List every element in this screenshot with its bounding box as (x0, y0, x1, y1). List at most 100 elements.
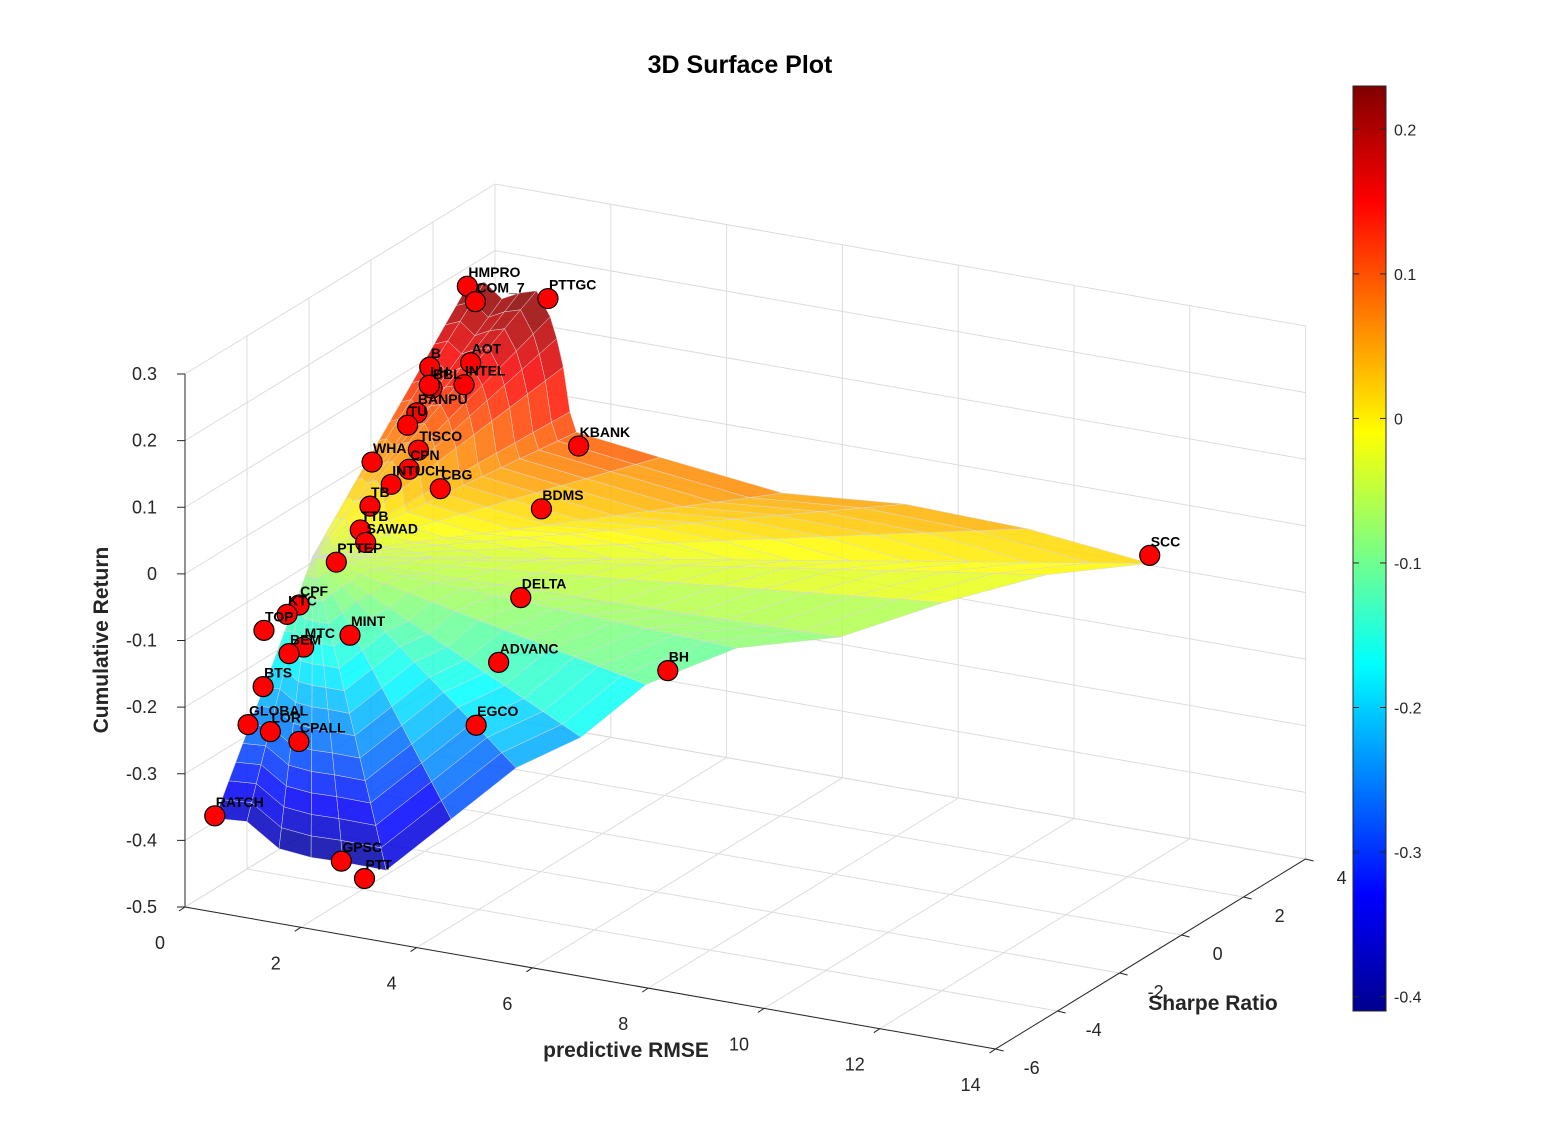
grid-line-z-back (494, 716, 1306, 860)
data-marker (407, 439, 429, 461)
marker-label: MTC (305, 625, 335, 641)
marker-label: LH (430, 363, 449, 379)
marker-label: BDMS (542, 487, 583, 503)
marker-label: TISCO (419, 428, 462, 444)
marker-label: RATCH (216, 794, 264, 810)
y-tick-mark (1243, 896, 1252, 900)
marker-label: PTTGC (549, 277, 596, 293)
data-marker (204, 805, 226, 827)
surface-patch (311, 749, 335, 776)
marker-label: BBL (433, 366, 462, 382)
data-marker (510, 586, 532, 609)
surface-patch (311, 663, 327, 688)
grid-line-y-floor (370, 792, 1182, 936)
colorbar-tick-label: 0 (1394, 411, 1403, 428)
grid-line-z-back (494, 383, 1306, 527)
z-tick-label: 0 (147, 564, 157, 584)
data-marker (330, 850, 352, 872)
marker-label: HMPRO (468, 264, 520, 280)
data-marker (530, 498, 553, 520)
colorbar-tick-label: 0.2 (1394, 122, 1416, 139)
marker-label: B (431, 345, 441, 361)
data-markers (204, 275, 1161, 890)
data-marker (359, 495, 381, 517)
marker-label: SAWAD (367, 520, 418, 536)
y-tick-mark (995, 1048, 1004, 1052)
y-axis-label: Sharpe Ratio (1148, 992, 1278, 1015)
marker-label: LOR (271, 710, 301, 726)
y-tick-mark (1305, 858, 1314, 862)
marker-label: TU (409, 403, 428, 419)
marker-label: SCC (1151, 533, 1181, 549)
y-axis-line (995, 858, 1306, 1050)
data-marker (276, 603, 298, 626)
data-marker (237, 714, 259, 736)
marker-label: TTB (361, 508, 388, 524)
data-marker (259, 721, 281, 743)
marker-label: GPSC (342, 839, 382, 855)
colorbar-gradient (1352, 85, 1387, 1012)
colorbar-tick-label: -0.3 (1394, 845, 1422, 862)
x-tick-label: 4 (387, 974, 397, 994)
x-axis-label: predictive RMSE (543, 1039, 709, 1062)
data-marker (339, 624, 361, 646)
data-marker (361, 451, 383, 473)
colorbar-tick-label: -0.1 (1394, 556, 1422, 573)
y-tick-label: -4 (1086, 1020, 1102, 1040)
grid-line-z-back (494, 183, 1306, 327)
marker-label: BEM (290, 632, 321, 648)
marker-label: PTT (365, 856, 392, 872)
data-marker (488, 651, 510, 673)
surface-patch (311, 792, 340, 819)
data-marker (464, 291, 486, 313)
y-tick-mark (1119, 972, 1128, 976)
colorbar-tick-label: -0.2 (1394, 700, 1422, 717)
marker-label: CPN (410, 447, 440, 463)
y-tick-label: -6 (1024, 1058, 1040, 1078)
marker-label: INTUCH (392, 462, 445, 478)
marker-label: AOT (472, 341, 502, 357)
grid-line-x-floor (647, 797, 959, 989)
surface-patch (305, 556, 313, 576)
marker-label: GLOBAL (249, 703, 309, 719)
data-marker (429, 478, 451, 500)
z-tick-label: -0.2 (126, 697, 157, 717)
x-tick-mark (757, 1007, 765, 1013)
x-tick-label: 0 (155, 933, 165, 953)
marker-label: TOP (265, 608, 294, 624)
marker-label: PTTEP (337, 540, 382, 556)
data-marker (418, 374, 440, 396)
x-tick-label: 14 (961, 1075, 981, 1095)
data-marker (398, 458, 420, 480)
z-tick-label: 0.1 (132, 497, 157, 517)
x-tick-label: 10 (729, 1034, 749, 1054)
marker-label: WHA (373, 440, 406, 456)
data-marker (460, 352, 482, 374)
marker-label: KTC (288, 592, 317, 608)
grid-line-z-back (494, 250, 1306, 394)
x-tick-label: 2 (271, 953, 281, 973)
data-marker (568, 435, 590, 457)
data-marker (252, 676, 274, 698)
data-marker (1139, 544, 1161, 566)
data-marker (657, 660, 679, 682)
colorbar: -0.4 -0.3 -0.2 -0.1 0 0.1 0.2 (1352, 85, 1422, 1012)
x-axis-line (184, 906, 996, 1050)
marker-label: BANPU (418, 391, 468, 407)
colorbar-tick-label: -0.4 (1394, 990, 1422, 1007)
data-marker (453, 374, 475, 396)
grid-line-y-floor (246, 868, 1058, 1012)
x-tick-mark (410, 947, 417, 952)
marker-label: CPF (300, 583, 328, 599)
data-marker (278, 643, 300, 665)
marker-label: ADVANC (500, 640, 559, 656)
marker-label: EGCO (477, 703, 518, 719)
z-tick-label: -0.5 (126, 897, 157, 917)
x-tick-mark (178, 906, 186, 912)
grid-line-x-floor (532, 777, 843, 969)
surface-patch (311, 771, 337, 797)
marker-label: MINT (351, 613, 386, 629)
x-tick-label: 6 (502, 994, 512, 1014)
grid-line-x-floor (763, 817, 1075, 1009)
